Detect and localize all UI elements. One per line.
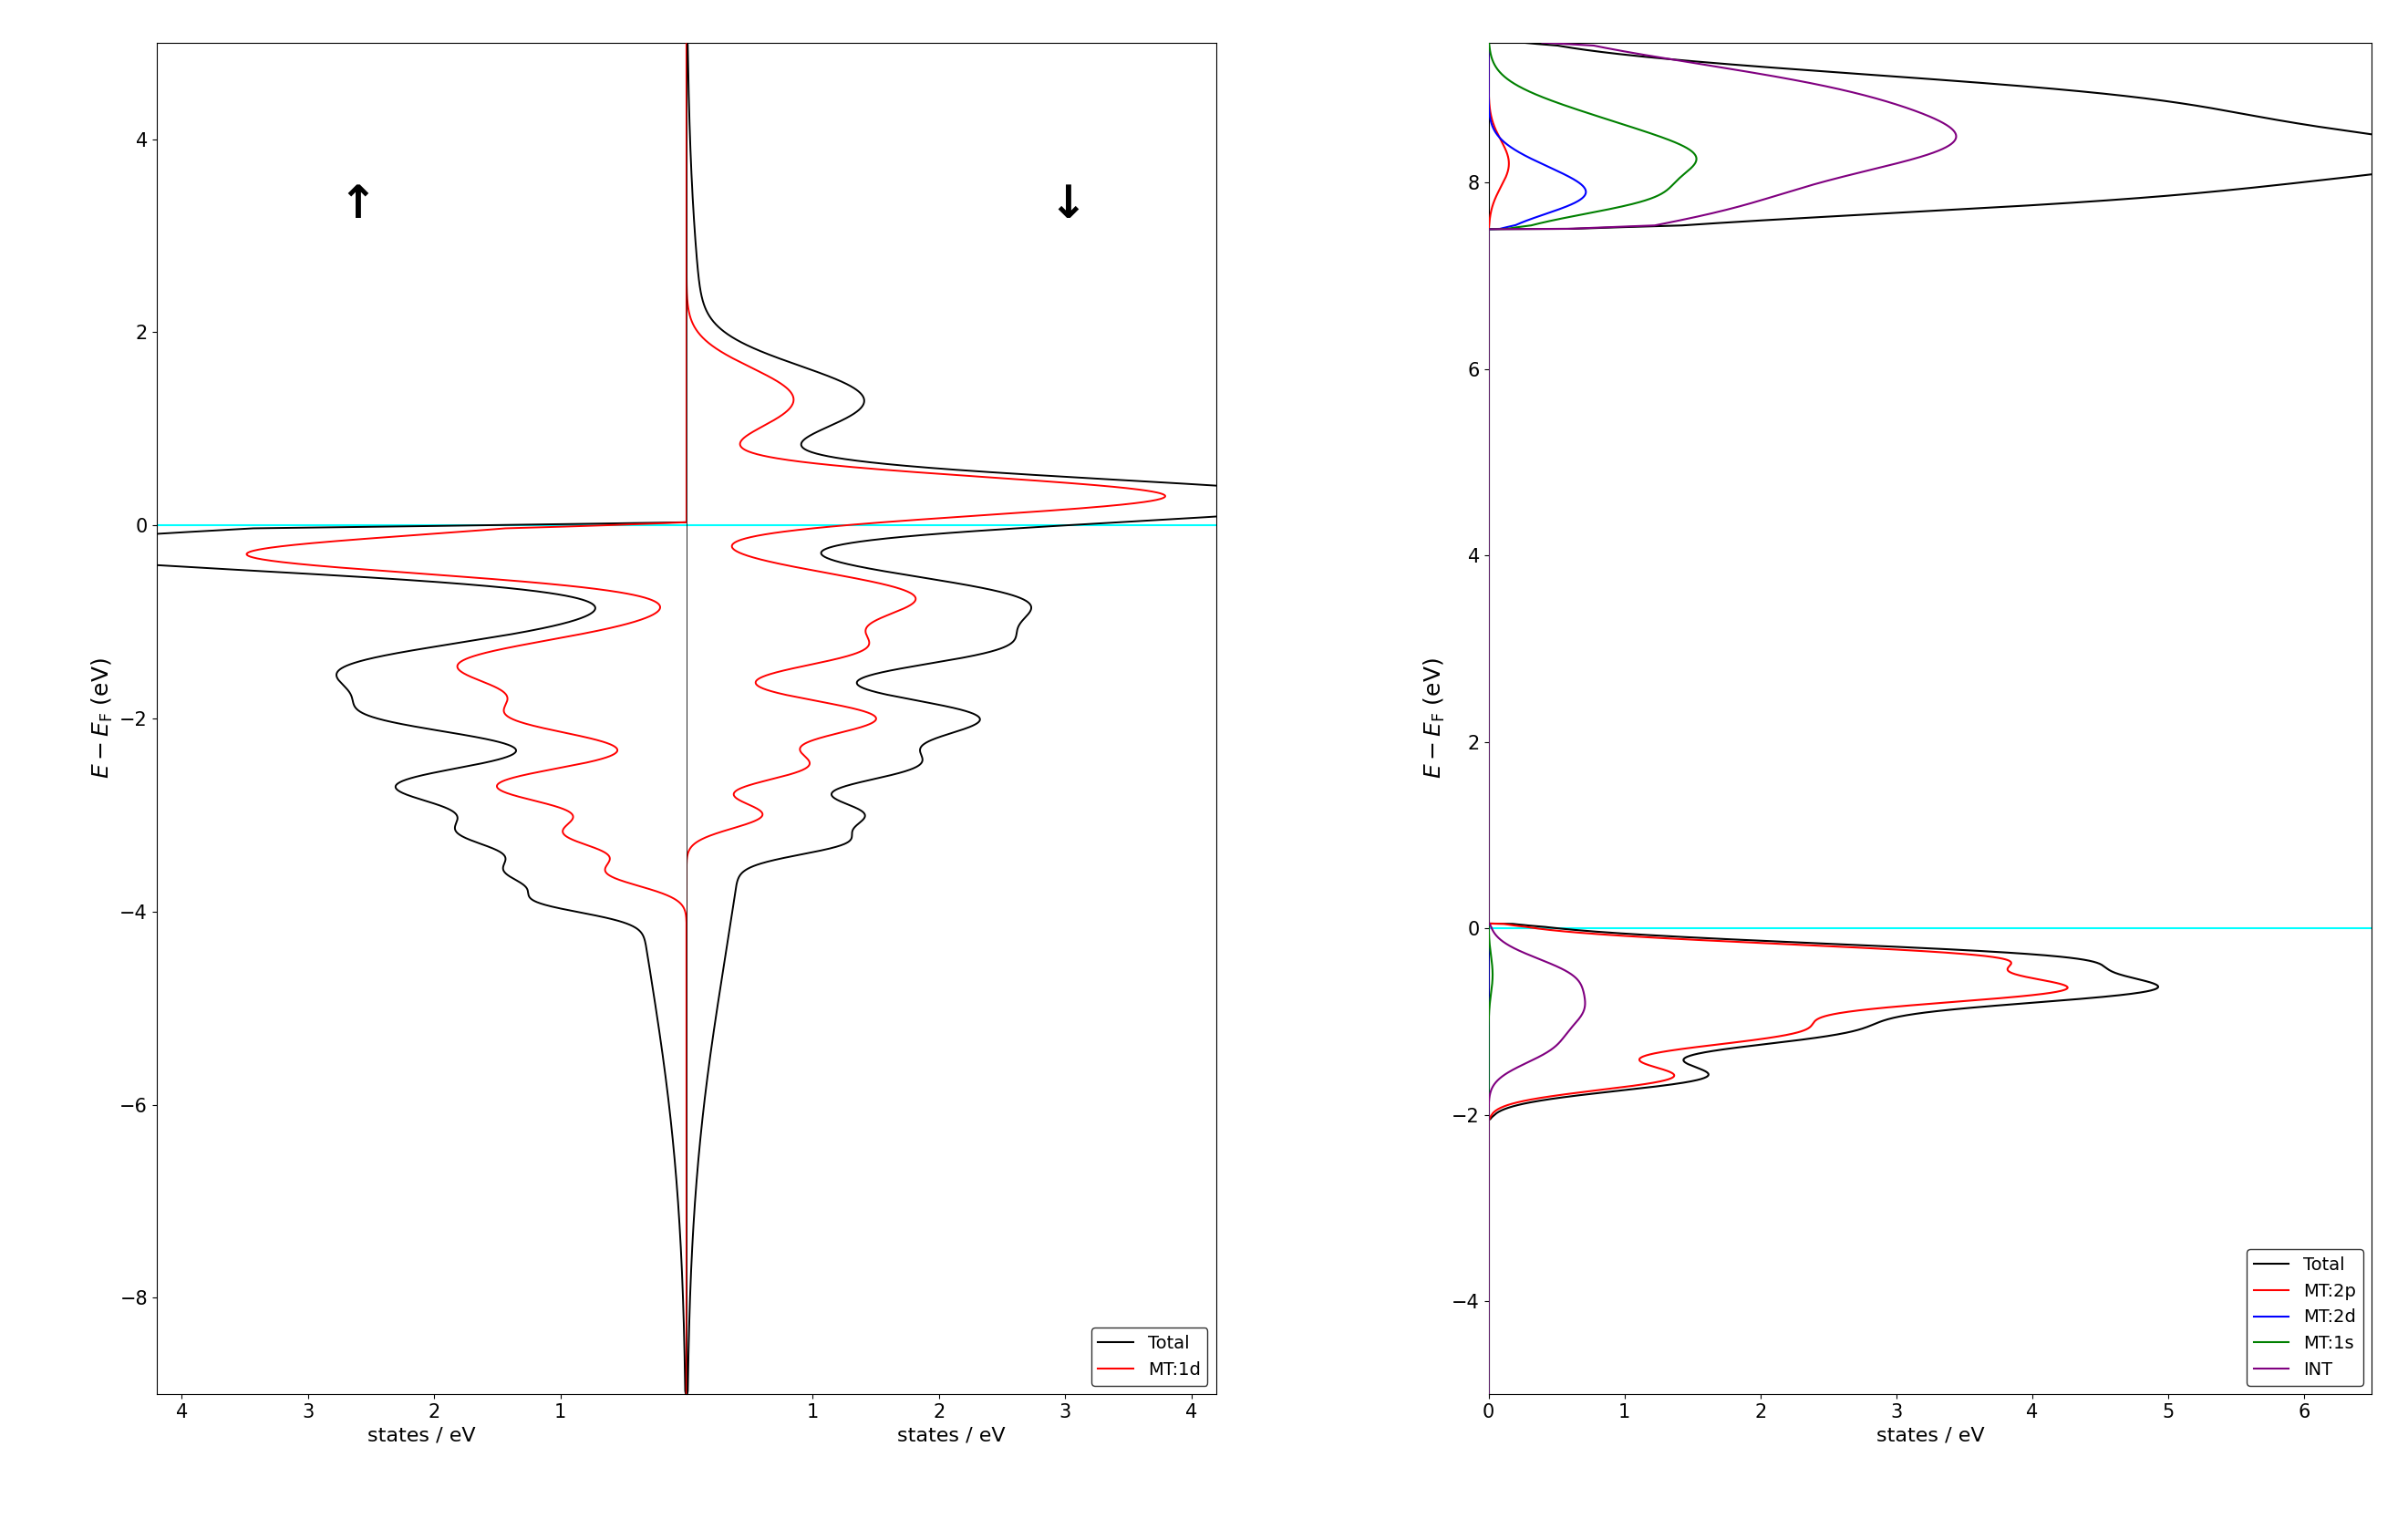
Y-axis label: $E - E_\mathrm{F}$ (eV): $E - E_\mathrm{F}$ (eV) [1421,658,1447,779]
X-axis label: states / eV: states / eV [898,1426,1007,1445]
Y-axis label: $E - E_\mathrm{F}$ (eV): $E - E_\mathrm{F}$ (eV) [89,658,116,779]
Legend: Total, MT:1d: Total, MT:1d [1091,1328,1209,1385]
Text: ↓: ↓ [1050,182,1086,226]
Legend: Total, MT:2p, MT:2d, MT:1s, INT: Total, MT:2p, MT:2d, MT:1s, INT [2247,1249,2362,1385]
Text: ↑: ↑ [340,182,378,226]
X-axis label: states / eV: states / eV [1876,1426,1984,1445]
X-axis label: states / eV: states / eV [368,1426,477,1445]
